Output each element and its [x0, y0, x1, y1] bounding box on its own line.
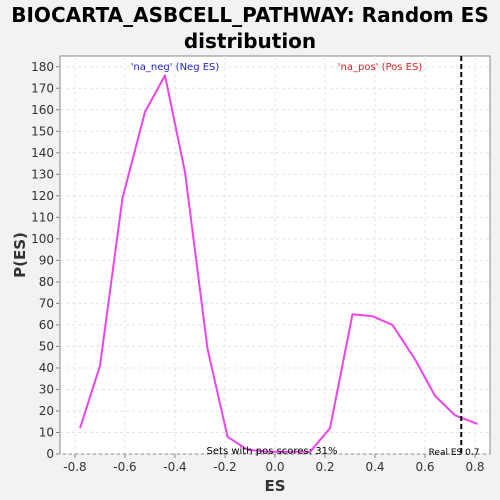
y-tick-label: 20	[39, 404, 54, 418]
y-axis-title: P(ES)	[11, 232, 29, 278]
y-tick-label: 90	[39, 253, 54, 267]
y-tick-label: 120	[31, 189, 54, 203]
series-group	[79, 74, 478, 453]
y-tick-label: 40	[39, 361, 54, 375]
x-axis-title: ES	[264, 477, 285, 495]
x-tick-label: -0.4	[163, 460, 186, 474]
es-distribution-line	[79, 74, 478, 453]
x-tick-label: 0.8	[465, 460, 484, 474]
y-tick-label: 0	[46, 447, 54, 461]
x-axis: -0.8 -0.6 -0.4 -0.2 0.0 0.2 0.4 0.6 0.8	[63, 454, 485, 474]
x-tick-label: -0.2	[213, 460, 236, 474]
y-tick-label: 130	[31, 167, 54, 181]
y-tick-label: 180	[31, 60, 54, 74]
y-tick-label: 80	[39, 275, 54, 289]
y-tick-label: 50	[39, 339, 54, 353]
pos-scores-label: Sets with pos scores: 31%	[207, 446, 338, 457]
x-tick-label: 0.6	[415, 460, 434, 474]
chart-title-line-2: distribution	[183, 29, 317, 53]
y-tick-label: 100	[31, 232, 54, 246]
x-tick-label: -0.6	[113, 460, 136, 474]
real-es-label: Real ES 0.7	[429, 448, 480, 458]
x-tick-label: -0.8	[63, 460, 86, 474]
y-tick-label: 70	[39, 296, 54, 310]
y-tick-label: 170	[31, 81, 54, 95]
pos-es-label: 'na_pos' (Pos ES)	[338, 62, 423, 73]
neg-es-label: 'na_neg' (Neg ES)	[131, 62, 220, 73]
x-tick-label: 0.4	[365, 460, 384, 474]
y-tick-label: 30	[39, 382, 54, 396]
x-tick-label: 0.0	[265, 460, 284, 474]
chart-title: BIOCARTA_ASBCELL_PATHWAY: Random ES dist…	[0, 2, 500, 54]
y-tick-label: 150	[31, 124, 54, 138]
y-tick-label: 140	[31, 146, 54, 160]
y-tick-label: 160	[31, 103, 54, 117]
y-tick-label: 110	[31, 210, 54, 224]
y-axis: 0 10 20 30 40 50 60 70 80 90 100 110 120 130 140 150 160…	[31, 60, 60, 461]
y-tick-label: 60	[39, 318, 54, 332]
x-tick-label: 0.2	[315, 460, 334, 474]
y-tick-label: 10	[39, 425, 54, 439]
chart-title-line-1: BIOCARTA_ASBCELL_PATHWAY: Random ES	[11, 3, 489, 27]
